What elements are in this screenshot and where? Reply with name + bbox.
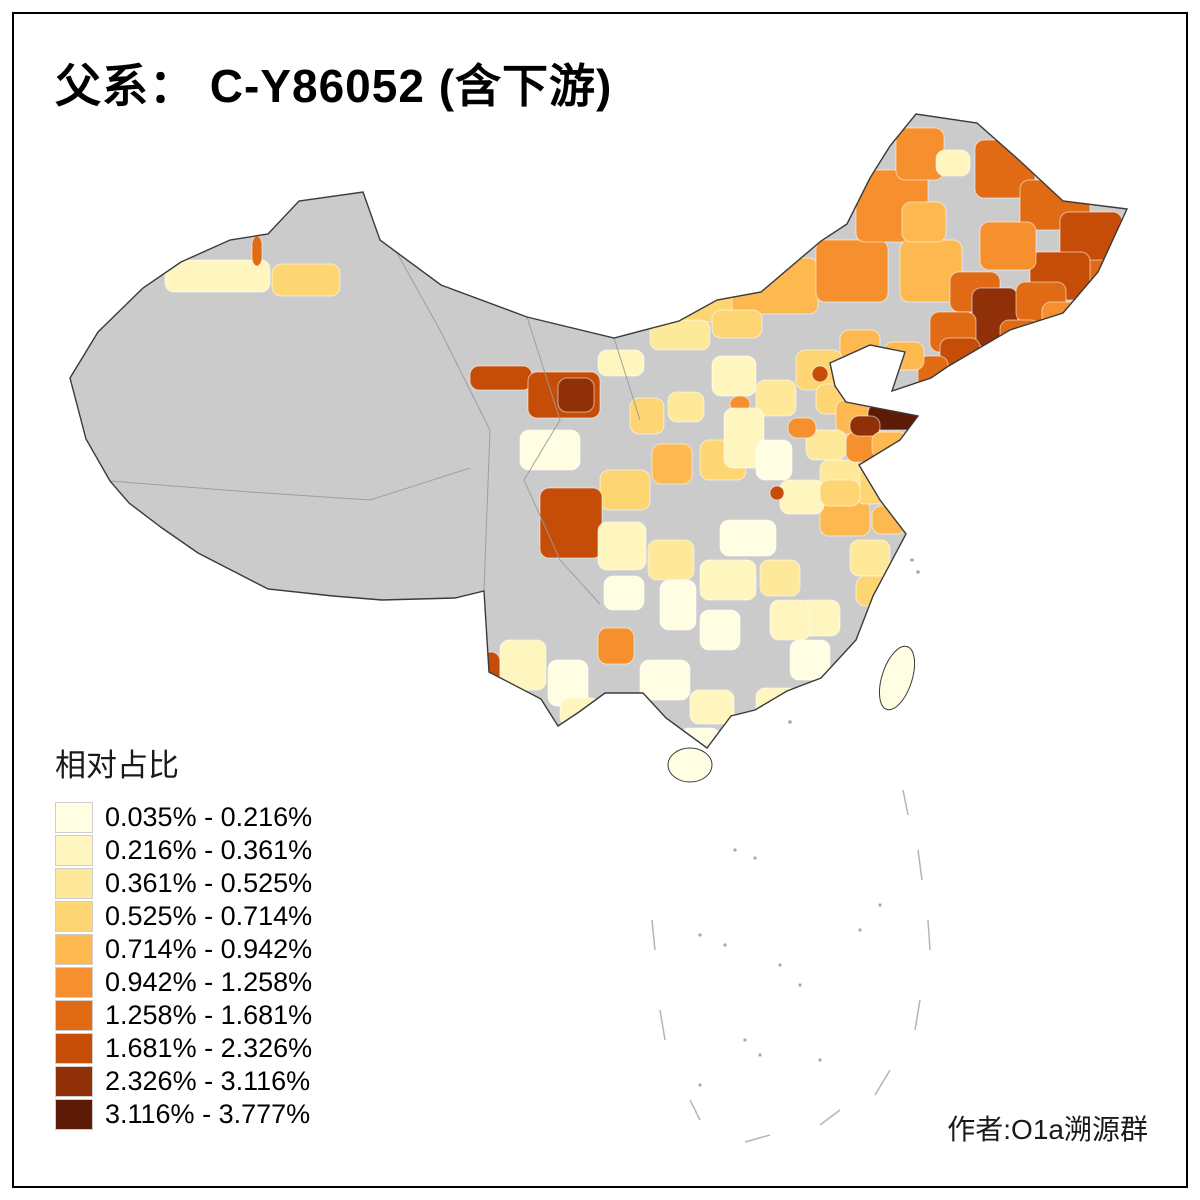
legend: 相对占比 0.035% - 0.216% 0.216% - 0.361% 0.361… [55,740,312,1131]
author-credit: 作者:O1a溯源群 [947,1114,1148,1145]
legend-swatch [55,802,93,833]
map-region-cell [855,575,891,607]
legend-row: 2.326% - 3.116% [55,1065,312,1098]
map-region-cell [769,485,785,501]
legend-row: 0.035% - 0.216% [55,801,312,834]
map-region-cell [719,519,777,557]
map-region-cell [251,235,263,267]
map-region-cell [647,539,695,581]
map-region-cell [699,559,757,601]
map-region-cell [603,575,645,611]
legend-row: 0.525% - 0.714% [55,900,312,933]
map-region-cell [895,127,945,181]
map-region-cell [499,639,547,691]
legend-row: 0.714% - 0.942% [55,933,312,966]
legend-swatch [55,835,93,866]
map-region-cell [815,239,889,303]
map-region-cell [723,407,765,469]
legend-label: 0.361% - 0.525% [105,868,313,898]
map-region-cell [759,559,801,597]
legend-row: 0.942% - 1.258% [55,966,312,999]
map-region-cell [789,639,831,681]
map-region-cell [469,365,533,391]
map-region-cell [849,415,881,437]
map-region-cell [597,627,635,665]
map-region-cell [787,417,817,439]
legend-label: 0.216% - 0.361% [105,835,313,865]
map-region-cell [557,377,595,413]
map-region-cell [1041,301,1083,333]
map-region-cell [901,201,947,243]
legend-label: 0.525% - 0.714% [105,901,313,931]
map-region-cell [597,349,645,377]
legend-swatch [55,1000,93,1031]
province-border-lines [109,191,641,605]
map-region-cell [855,469,901,505]
legend-swatch [55,1066,93,1097]
map-region-cell [164,259,271,293]
legend-row: 1.681% - 2.326% [55,1032,312,1065]
nine-dash-line [651,789,931,1143]
map-region-cell [597,521,647,571]
legend-row: 0.216% - 0.361% [55,834,312,867]
legend-title: 相对占比 [55,748,179,783]
legend-row: 1.258% - 1.681% [55,999,312,1032]
map-region-cell [725,257,819,315]
legend-label: 0.035% - 0.216% [105,802,313,832]
map-region-cell [849,539,891,577]
map-region-cell [971,287,1019,347]
map-region-cell [651,443,693,485]
taiwan-island [878,645,916,711]
map-region-cell [711,309,763,339]
map-region-cell [639,659,691,701]
legend-swatch [55,934,93,965]
map-region-cell [659,579,697,631]
map-region-cell [519,429,581,471]
map-region-cell [779,479,825,515]
legend-swatch [55,1099,93,1130]
map-region-cell [271,263,341,297]
map-region-cell [599,469,651,511]
legend-row: 0.361% - 0.525% [55,867,312,900]
map-region-cell [805,429,847,461]
map-region-cell [979,221,1037,271]
legend-label: 0.942% - 1.258% [105,967,313,997]
map-region-cell [755,687,801,719]
legend-label: 1.681% - 2.326% [105,1033,313,1063]
south-china-sea-islands [698,558,920,1087]
legend-rows: 0.035% - 0.216% 0.216% - 0.361% 0.361% - 0… [55,801,312,1131]
legend-swatch [55,1033,93,1064]
map-region-cell [755,439,793,481]
map-region-cell [629,397,665,435]
map-region-cell [711,355,757,397]
legend-swatch [55,868,93,899]
legend-swatch [55,967,93,998]
legend-label: 3.116% - 3.777% [105,1099,311,1129]
map-region-cell [755,379,797,417]
legend-row: 3.116% - 3.777% [55,1098,312,1131]
map-region-cell [871,505,907,535]
map-region-cell [769,599,811,641]
map-region-cell [539,487,603,559]
map-region-cell [667,391,705,423]
legend-label: 2.326% - 3.116% [105,1066,311,1096]
map-region-cell [649,319,711,351]
legend-swatch [55,901,93,932]
legend-label: 1.258% - 1.681% [105,1000,313,1030]
hainan-island [667,747,713,783]
map-region-cell [935,149,971,177]
legend-label: 0.714% - 0.942% [105,934,313,964]
map-region-cell [999,319,1041,351]
map-region-cell [811,365,829,383]
map-region-cell [819,479,861,507]
figure-title: 父系： C-Y86052 (含下游) [55,60,613,112]
map-region-cell [699,609,741,651]
map-region-cell [689,689,735,725]
map-region-cell [481,651,501,697]
